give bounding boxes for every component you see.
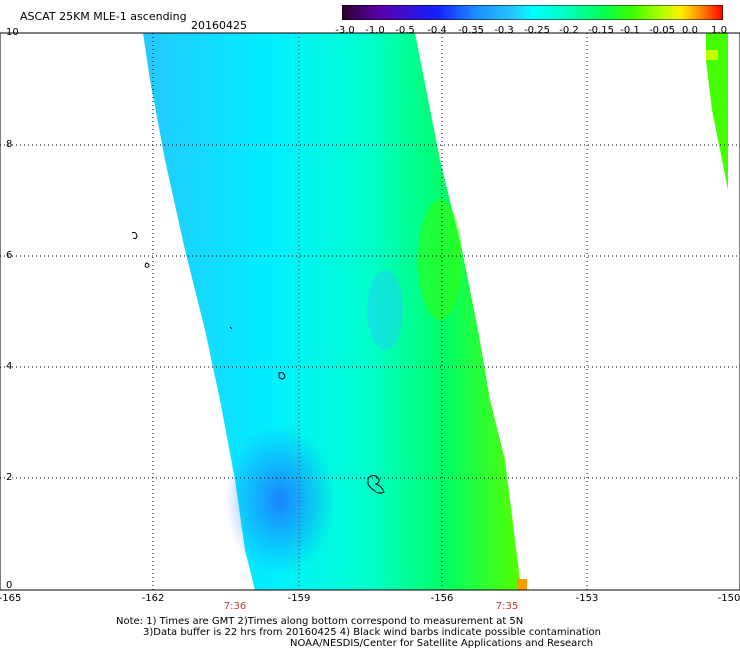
scale-label-8: -0.2 bbox=[559, 25, 579, 36]
scale-label-4: -0.4 bbox=[427, 25, 447, 36]
scale-label-6: -0.3 bbox=[494, 25, 514, 36]
note-line-1: Note: 1) Times are GMT 2)Times along bot… bbox=[116, 616, 524, 627]
product-date: 20160425 bbox=[191, 19, 247, 32]
island-4 bbox=[278, 372, 286, 380]
scale-label-3: -0.5 bbox=[395, 25, 415, 36]
lon-label-156: -156 bbox=[430, 593, 454, 604]
scale-label-10: -0.1 bbox=[620, 25, 640, 36]
lon-label-153: -153 bbox=[575, 593, 599, 604]
scatterometer-swath bbox=[143, 33, 520, 590]
time-label-2: 7:35 bbox=[495, 601, 519, 612]
lon-label-159: -159 bbox=[287, 593, 311, 604]
adjacent-swath-yellow bbox=[706, 50, 718, 60]
low-value-region bbox=[225, 425, 335, 575]
color-scale-bar bbox=[342, 5, 723, 20]
lon-label-162: -162 bbox=[141, 593, 165, 604]
high-value-region bbox=[418, 200, 462, 320]
scale-label-9: -0.15 bbox=[588, 25, 614, 36]
island-1 bbox=[131, 231, 138, 240]
lat-label-0: 0 bbox=[6, 580, 13, 591]
scale-label-13: 1.0 bbox=[711, 25, 727, 36]
lat-label-10: 10 bbox=[6, 27, 19, 38]
island-5 bbox=[367, 475, 385, 494]
lat-label-6: 6 bbox=[6, 250, 13, 261]
scale-label-11: -0.05 bbox=[649, 25, 675, 36]
scale-label-5: -0.35 bbox=[458, 25, 484, 36]
scale-label-2: -1.0 bbox=[365, 25, 385, 36]
island-2 bbox=[144, 262, 150, 268]
plot-frame bbox=[0, 32, 740, 591]
lon-label-150: -150 bbox=[717, 593, 740, 604]
scale-label-1: -3.0 bbox=[335, 25, 355, 36]
grid-lines bbox=[0, 33, 740, 590]
island-outlines bbox=[131, 231, 385, 494]
note-line-3: NOAA/NESDIS/Center for Satellite Applica… bbox=[290, 638, 594, 649]
scale-label-12: 0.0 bbox=[682, 25, 698, 36]
scale-label-7: -0.25 bbox=[524, 25, 550, 36]
product-title: ASCAT 25KM MLE-1 ascending bbox=[20, 10, 187, 23]
time-label-1: 7:36 bbox=[223, 601, 247, 612]
adjacent-swath bbox=[706, 33, 728, 190]
lat-label-2: 2 bbox=[6, 472, 13, 483]
note-line-2: 3)Data buffer is 22 hrs from 20160425 4)… bbox=[143, 627, 601, 638]
lat-label-4: 4 bbox=[6, 361, 13, 372]
lon-label-165: -165 bbox=[0, 593, 22, 604]
mid-value-region bbox=[367, 270, 403, 350]
island-3 bbox=[229, 326, 233, 330]
lat-label-8: 8 bbox=[6, 139, 13, 150]
edge-pixel bbox=[517, 579, 527, 590]
